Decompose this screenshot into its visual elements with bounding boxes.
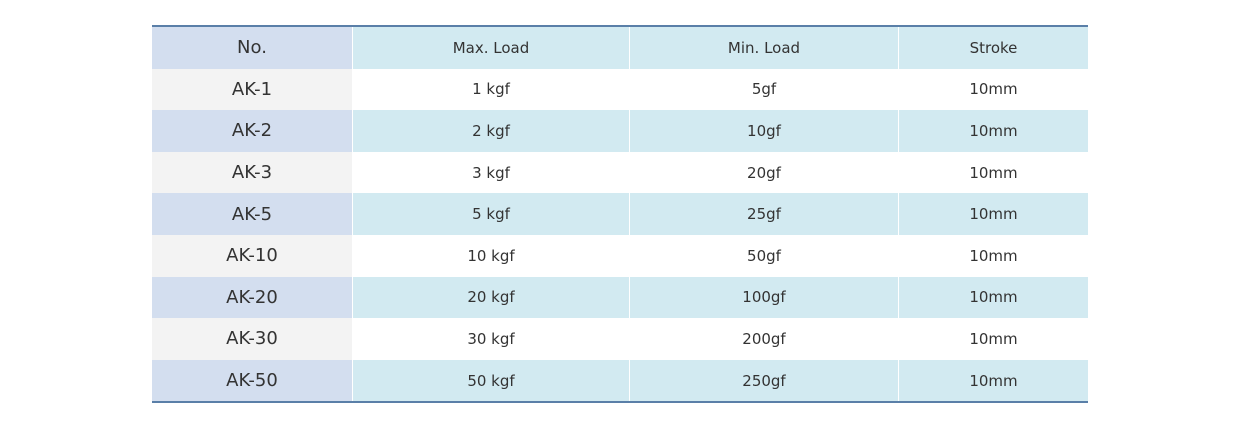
table-row: AK-2 2 kgf 10gf 10mm [152, 110, 1088, 152]
table-cell: 10mm [898, 234, 1088, 277]
table-cell: AK-50 [152, 359, 353, 403]
table-cell: 250gf [629, 359, 899, 403]
table-cell: AK-5 [152, 193, 353, 235]
table-cell: 20gf [629, 151, 899, 194]
table-cell: 50 kgf [352, 359, 630, 403]
table-cell: 200gf [629, 318, 899, 360]
table-cell: 10mm [898, 276, 1088, 319]
table-row: AK-20 20 kgf 100gf 10mm [152, 276, 1088, 319]
header-cell: Min. Load [629, 26, 899, 69]
table-cell: AK-3 [152, 151, 353, 194]
header-cell: Stroke [898, 26, 1088, 69]
header-row: No. Max. Load Min. Load Stroke [152, 26, 1088, 69]
table-cell: 2 kgf [352, 110, 630, 152]
table-cell: AK-10 [152, 234, 353, 277]
table-cell: 50gf [629, 234, 899, 277]
table-cell: 10mm [898, 68, 1088, 111]
header-cell: Max. Load [352, 26, 630, 69]
table-row: AK-10 10 kgf 50gf 10mm [152, 234, 1088, 277]
table-cell: AK-2 [152, 110, 353, 152]
table-cell: 10mm [898, 193, 1088, 235]
table-cell: 5 kgf [352, 193, 630, 235]
table-cell: 10mm [898, 359, 1088, 403]
table-row: AK-50 50 kgf 250gf 10mm [152, 359, 1088, 403]
table-cell: 1 kgf [352, 68, 630, 111]
header-cell: No. [152, 26, 353, 69]
table-cell: 100gf [629, 276, 899, 319]
table-cell: 20 kgf [352, 276, 630, 319]
table-row: AK-5 5 kgf 25gf 10mm [152, 193, 1088, 235]
table-cell: AK-20 [152, 276, 353, 319]
table-row: AK-30 30 kgf 200gf 10mm [152, 318, 1088, 360]
table-cell: 5gf [629, 68, 899, 111]
table-row: AK-3 3 kgf 20gf 10mm [152, 151, 1088, 194]
table-cell: 3 kgf [352, 151, 630, 194]
table-cell: 10gf [629, 110, 899, 152]
table-cell: AK-1 [152, 68, 353, 111]
table-cell: 10 kgf [352, 234, 630, 277]
table-row: AK-1 1 kgf 5gf 10mm [152, 68, 1088, 111]
table-cell: 25gf [629, 193, 899, 235]
table-cell: 10mm [898, 110, 1088, 152]
table-cell: 10mm [898, 318, 1088, 360]
table-cell: AK-30 [152, 318, 353, 360]
spec-table: No. Max. Load Min. Load Stroke AK-1 1 kgf 5gf 1… [152, 25, 1088, 404]
table-cell: 30 kgf [352, 318, 630, 360]
table-cell: 10mm [898, 151, 1088, 194]
